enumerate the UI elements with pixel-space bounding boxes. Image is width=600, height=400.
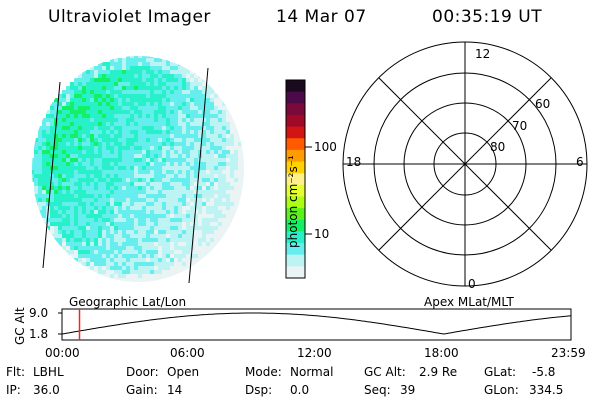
glon-value: 334.5 xyxy=(529,383,564,397)
instrument-title: Ultraviolet Imager xyxy=(48,7,211,27)
geographic-coords-title: Geographic Lat/Lon xyxy=(69,295,187,309)
glon-label: GLon: xyxy=(484,383,519,397)
mode-label: Mode: xyxy=(245,365,282,379)
timeline-frame xyxy=(61,308,572,341)
apex-coords-title: Apex MLat/MLT xyxy=(424,295,514,309)
gc-alt-value: 2.9 Re xyxy=(419,365,458,379)
mlt-label-12: 12 xyxy=(475,47,491,61)
earth-disk-image xyxy=(32,56,244,284)
filter-label: Flt: xyxy=(6,365,25,379)
mlat-label-70: 70 xyxy=(512,119,528,133)
colorbar-segment xyxy=(286,243,305,256)
colorbar-frame xyxy=(285,79,306,279)
colorbar-segment xyxy=(286,184,305,198)
timeline-ytick-label-top: 9.0 xyxy=(29,306,49,320)
polar-grid xyxy=(342,41,588,287)
timeline-ytick-label-bottom: 1.8 xyxy=(29,327,49,341)
mlat-label-60: 60 xyxy=(535,97,551,111)
colorbar-segment xyxy=(286,196,305,209)
altitude-curve xyxy=(61,312,572,335)
timeline-xtick-0600: 06:00 xyxy=(170,346,205,360)
mlt-label-0: 0 xyxy=(468,277,476,291)
seq-value: 39 xyxy=(400,383,416,397)
timeline-xtick-1200: 12:00 xyxy=(297,346,332,360)
colorbar-segment xyxy=(286,161,305,174)
gc-alt-label: GC Alt: xyxy=(364,365,406,379)
terminator-line-left xyxy=(42,81,61,269)
colorbar-segment xyxy=(286,138,305,151)
colorbar-segment xyxy=(286,231,305,244)
ip-value: 36.0 xyxy=(33,383,60,397)
mode-value: Normal xyxy=(290,365,334,379)
glat-value: -5.8 xyxy=(532,365,556,379)
door-value: Open xyxy=(167,365,200,379)
colorbar-segment xyxy=(286,149,305,163)
observation-date: 14 Mar 07 xyxy=(276,7,367,27)
mlt-label-6: 6 xyxy=(576,155,584,169)
mlt-label-18: 18 xyxy=(346,155,362,169)
colorbar-segment xyxy=(286,208,305,221)
polar-diagonal-2 xyxy=(378,77,552,251)
dsp-value: 0.0 xyxy=(290,383,310,397)
colorbar-segment xyxy=(286,91,305,104)
colorbar-segment xyxy=(286,103,305,116)
timeline-ylabel: GC Alt xyxy=(13,307,27,345)
timeline-xtick-2359: 23:59 xyxy=(551,346,586,360)
seq-label: Seq: xyxy=(364,383,391,397)
colorbar-segment xyxy=(286,126,305,139)
colorbar-unit-label: photon cm⁻²s⁻¹ xyxy=(286,155,300,248)
dsp-label: Dsp: xyxy=(245,383,273,397)
glat-label: GLat: xyxy=(484,365,517,379)
terminator-line-right xyxy=(188,67,209,284)
filter-value: LBHL xyxy=(33,365,64,379)
gain-label: Gain: xyxy=(126,383,158,397)
observation-time: 00:35:19 UT xyxy=(432,7,543,27)
colorbar-segment xyxy=(286,114,305,128)
colorbar-tick-label-100: 100 xyxy=(314,140,337,154)
timeline-xtick-0000: 00:00 xyxy=(45,346,80,360)
colorbar-segment xyxy=(286,254,305,267)
timeline-xtick-1800: 18:00 xyxy=(424,346,459,360)
colorbar-segment xyxy=(286,219,305,233)
ip-label: IP: xyxy=(6,383,21,397)
gain-value: 14 xyxy=(167,383,183,397)
colorbar-segment xyxy=(286,80,305,93)
colorbar-tick-label-10: 10 xyxy=(314,227,330,241)
colorbar-segment xyxy=(286,173,305,186)
mlat-label-80: 80 xyxy=(490,140,506,154)
door-label: Door: xyxy=(126,365,159,379)
colorbar-segment xyxy=(286,266,305,279)
intensity-colorbar xyxy=(286,80,305,279)
